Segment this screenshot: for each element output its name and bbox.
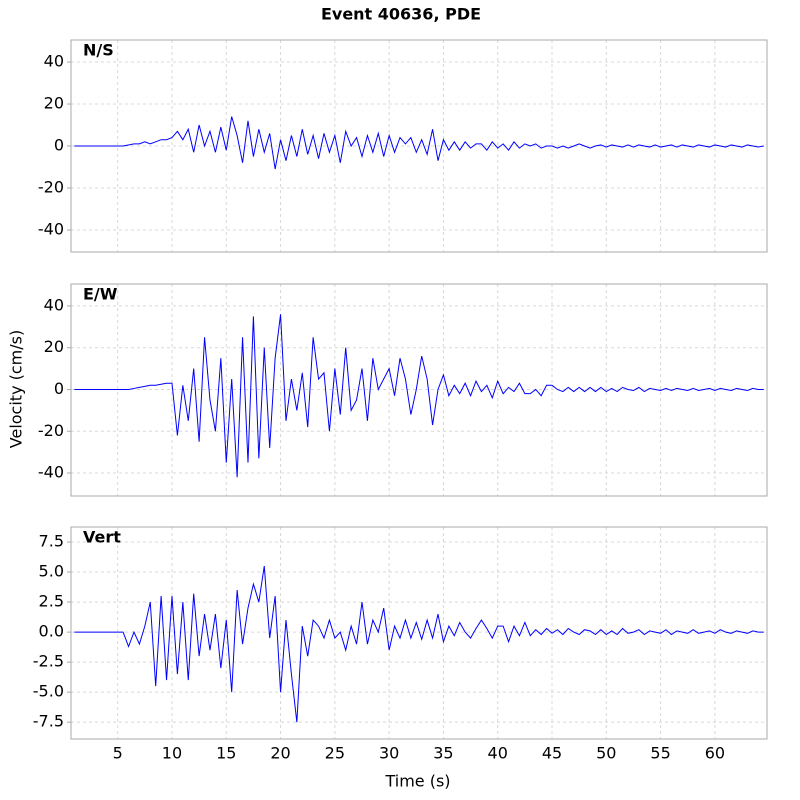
plot-frame xyxy=(70,526,768,740)
x-tick-label: 40 xyxy=(488,744,508,763)
plot-frame xyxy=(70,39,768,253)
x-tick-label: 10 xyxy=(162,744,182,763)
waveform xyxy=(74,116,764,170)
x-tick-label: 25 xyxy=(325,744,345,763)
y-tick-label: 7.5 xyxy=(39,532,64,551)
y-tick-label: 20 xyxy=(44,94,64,113)
y-tick-label: 20 xyxy=(44,337,64,356)
y-tick-label: -20 xyxy=(38,421,64,440)
panel: -40 -20 0 20 40 E/W xyxy=(38,283,768,497)
plot-frame xyxy=(70,283,768,497)
waveform xyxy=(74,314,764,478)
y-tick-label: 40 xyxy=(44,295,64,314)
panel: 5 10 15 20 25 30 35 40 45 50 55 60 -7.5 -5.0 -2.5 0.0 2.… xyxy=(33,526,768,763)
panel-label: E/W xyxy=(83,285,118,304)
x-tick-label: 30 xyxy=(379,744,399,763)
x-tick-label: 55 xyxy=(650,744,670,763)
x-tick-label: 60 xyxy=(705,744,725,763)
y-tick-label: -40 xyxy=(38,463,64,482)
waveform xyxy=(74,565,764,723)
panel-label: N/S xyxy=(83,41,114,60)
y-tick-label: 5.0 xyxy=(39,562,64,581)
y-tick-label: 0.0 xyxy=(39,622,64,641)
y-axis-label: Velocity (cm/s) xyxy=(7,330,26,448)
y-tick-label: 2.5 xyxy=(39,592,64,611)
panel: -40 -20 0 20 40 N/S xyxy=(38,39,768,253)
x-tick-label: 45 xyxy=(542,744,562,763)
x-axis-label: Time (s) xyxy=(384,772,450,791)
panel-label: Vert xyxy=(83,528,121,547)
x-tick-label: 50 xyxy=(596,744,616,763)
y-tick-label: -2.5 xyxy=(33,652,64,671)
x-tick-label: 20 xyxy=(270,744,290,763)
x-tick-label: 5 xyxy=(113,744,123,763)
y-tick-label: -20 xyxy=(38,177,64,196)
x-tick-label: 35 xyxy=(433,744,453,763)
y-tick-label: 0 xyxy=(54,379,64,398)
chart-title: Event 40636, PDE xyxy=(321,5,481,24)
y-tick-label: -40 xyxy=(38,219,64,238)
y-tick-label: -7.5 xyxy=(33,712,64,731)
y-tick-label: 0 xyxy=(54,136,64,155)
x-tick-label: 15 xyxy=(216,744,236,763)
y-tick-label: 40 xyxy=(44,52,64,71)
y-tick-label: -5.0 xyxy=(33,682,64,701)
